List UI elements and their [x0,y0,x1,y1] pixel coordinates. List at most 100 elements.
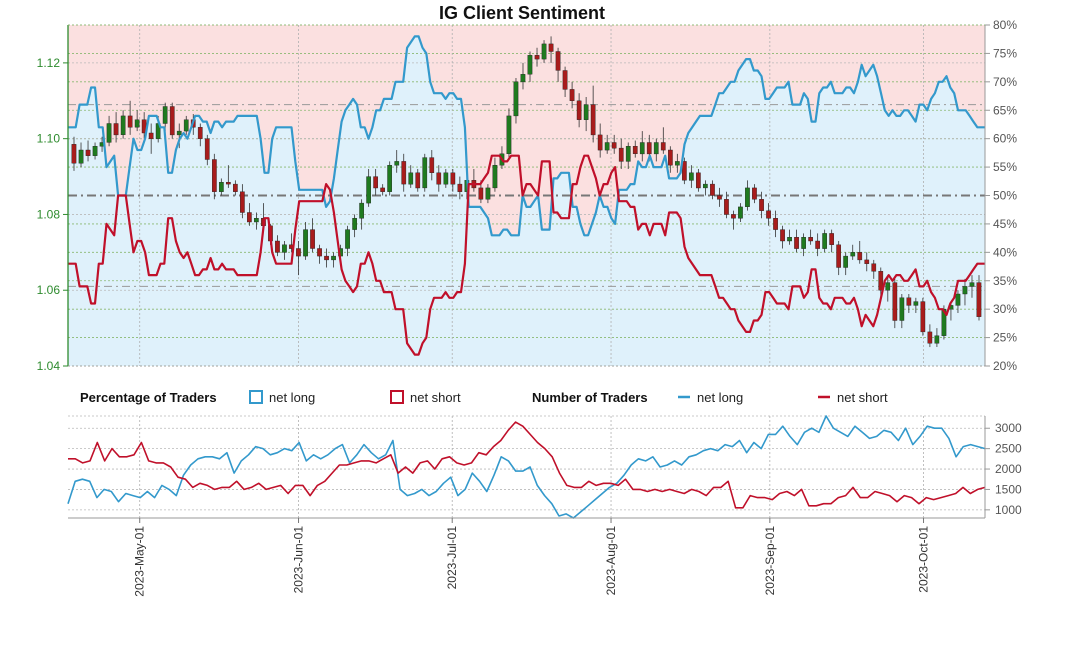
candle-body [450,172,456,185]
candle-body [317,248,322,257]
candle-body [324,255,329,261]
candle-body [310,229,315,249]
candle-body [696,172,701,189]
candle-body [808,236,814,242]
candle-body [724,199,729,215]
legend-percentage-title: Percentage of Traders [80,390,217,405]
candle-body [127,115,133,128]
legend-pct-long-label: net long [269,390,315,405]
candle-body [906,297,912,306]
price-tick-label: 1.12 [37,56,61,70]
candle-body [871,263,877,272]
candle-body [836,244,842,268]
candle-body [689,172,694,181]
count-panel-grid [68,415,985,518]
candle-body [857,252,863,261]
candle-body [92,145,98,156]
candle-body [780,229,785,242]
candle-body [422,157,428,189]
candle-body [134,119,140,128]
candle-body [162,106,168,124]
candle-body [759,199,764,211]
candle-body [618,147,624,162]
candle-body [745,187,750,207]
legend-num-long-label: net long [697,390,743,405]
candle-body [941,309,947,336]
candle-body [843,255,849,268]
candle-body [752,187,757,200]
candle-body [794,236,799,249]
candle-body [232,183,238,192]
candle-body [71,144,77,164]
candle-body [303,229,308,257]
legend-num-short-label: net short [837,390,888,405]
date-tick-label: 2023-Aug-01 [604,526,618,596]
candle-body [106,123,112,143]
candle-body [660,142,666,151]
candle-body [282,244,287,253]
main-panel-axes: 1.04 1.06 1.08 1.10 1.12 20% 25% 30% 35% 40% 45% 50… [37,18,1018,373]
percent-tick-label: 20% [993,359,1017,373]
candle-body [668,149,673,166]
percent-tick-label: 60% [993,132,1017,146]
date-tick-label: 2023-May-01 [133,526,147,597]
price-tick-label: 1.06 [37,283,61,297]
candle-body [590,104,596,136]
candle-body [394,161,400,166]
percent-tick-label: 30% [993,302,1017,316]
candle-body [604,142,610,151]
candle-body [976,282,982,317]
candle-body [534,55,540,60]
candle-body [541,43,547,60]
percent-tick-label: 80% [993,18,1017,32]
candle-body [864,259,870,264]
count-tick-label: 1000 [995,503,1022,517]
percent-tick-label: 65% [993,103,1017,117]
candle-body [738,206,743,219]
candle-body [359,202,365,219]
candle-body [625,145,631,162]
candle-body [829,233,835,245]
candle-body [148,132,154,139]
candle-body [597,134,603,151]
chart-title: IG Client Sentiment [439,3,605,23]
candle-body [443,172,449,185]
percent-tick-label: 50% [993,189,1017,203]
candle-body [569,89,575,102]
percent-tick-label: 40% [993,245,1017,259]
candle-body [548,43,554,52]
candle-body [773,217,778,230]
percentage-lines [68,35,985,356]
candle-body [253,217,259,223]
count-net-short-line [68,421,986,509]
legend-number-title: Number of Traders [532,390,648,405]
date-tick-label: 2023-Jun-01 [292,526,306,594]
candle-body [225,181,231,185]
candle-body [934,335,940,344]
candle-body [766,210,771,219]
legend: Percentage of Traders net long net short… [80,390,888,405]
candle-body [457,183,463,192]
candle-body [583,104,589,120]
candle-body [506,115,512,155]
legend-pct-short-swatch [390,390,404,404]
count-tick-label: 3000 [995,421,1022,435]
candle-body [955,293,961,306]
percent-tick-label: 25% [993,331,1017,345]
candle-body [239,191,245,213]
candle-body [885,282,891,291]
candle-body [646,142,652,155]
candle-body [878,271,884,291]
candle-body [78,149,84,164]
candle-body [485,187,491,200]
price-tick-label: 1.08 [37,207,61,221]
percent-tick-label: 55% [993,160,1017,174]
candle-body [113,123,119,136]
candle-body [436,172,442,185]
candle-body [366,176,372,204]
percent-tick-label: 35% [993,274,1017,288]
candle-body [962,286,968,295]
candle-body [246,212,252,223]
